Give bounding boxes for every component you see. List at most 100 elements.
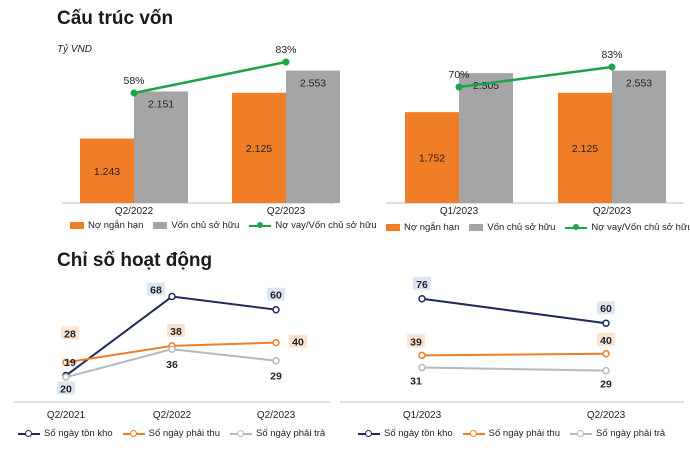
legend-item-inventory-days: Số ngày tồn kho: [358, 428, 453, 439]
legend-capital-left: Nợ ngắn hạn Vốn chủ sở hữu Nợ vay/Vốn ch…: [70, 220, 377, 231]
legend-label: Số ngày tồn kho: [384, 428, 453, 439]
bar-equity: [134, 91, 188, 203]
ratio-line: [133, 60, 287, 95]
series-point: [272, 356, 280, 365]
series-point: [602, 366, 610, 375]
data-label: 60: [600, 303, 612, 315]
data-label: 68: [150, 285, 162, 297]
data-label-bg: [289, 334, 307, 348]
ratio-point: [455, 83, 463, 91]
legend-swatch: [469, 224, 484, 231]
series-point: [418, 295, 426, 303]
data-label-bg: [267, 287, 285, 301]
category-label: Q2/2023: [267, 206, 306, 217]
data-label-bg: [407, 334, 425, 348]
category-label: Q2/2021: [47, 410, 86, 421]
legend-swatch: [386, 224, 400, 231]
bar-equity: [612, 70, 666, 203]
data-label: 20: [60, 384, 72, 396]
legend-item-payable-days: Số ngày phải trả: [229, 428, 326, 439]
ratio-line: [458, 65, 613, 89]
data-label: 29: [600, 379, 612, 391]
data-label-bg: [147, 282, 165, 296]
series-point: [272, 338, 280, 347]
legend-label: Vốn chủ sở hữu: [487, 222, 556, 233]
bar-equity: [459, 73, 513, 203]
legend-activity-left: Số ngày tồn kho Số ngày phải thu Số ngày…: [18, 428, 325, 439]
bar-label-short-debt: 2.125: [572, 143, 598, 155]
category-label: Q2/2022: [153, 410, 192, 421]
legend-label: Số ngày phải trả: [255, 428, 326, 439]
legend-item-equity: Vốn chủ sở hữu: [469, 222, 555, 233]
legend-item-inventory-days: Số ngày tồn kho: [18, 428, 113, 439]
legend-swatch: [70, 222, 84, 229]
bar-label-short-debt: 1.752: [419, 153, 445, 165]
bar-short-debt: [558, 92, 612, 203]
legend-label: Số ngày tồn kho: [44, 428, 113, 439]
data-label-bg: [597, 332, 615, 346]
bar-short-debt: [80, 138, 134, 203]
legend-label: Số ngày phải thu: [488, 428, 560, 439]
bar-label-equity: 2.151: [148, 98, 174, 110]
series-point: [62, 373, 70, 381]
legend-swatch: [229, 429, 252, 437]
data-label-bg: [597, 301, 615, 315]
legend-item-equity: Vốn chủ sở hữu: [153, 220, 239, 231]
legend-swatch: [358, 429, 380, 437]
series-point: [602, 319, 610, 327]
category-label: Q1/2023: [403, 410, 442, 421]
legend-label: Nợ ngắn hạn: [404, 222, 460, 233]
legend-item-ratio: Nợ vay/Vốn chủ sở hữu: [565, 222, 690, 233]
activity-ratios-title: Chỉ số hoạt động: [57, 250, 213, 271]
ratio-point: [608, 63, 616, 71]
bar-short-debt: [232, 92, 286, 203]
unit-label: Tỷ VND: [57, 44, 92, 55]
data-label: 76: [416, 279, 428, 291]
series-point: [418, 351, 426, 360]
legend-label: Số ngày phải thu: [148, 428, 220, 439]
category-label: Q2/2022: [115, 206, 154, 217]
legend-label: Số ngày phải trả: [595, 428, 666, 439]
data-label: 40: [600, 335, 612, 347]
legend-label: Nợ ngắn hạn: [88, 220, 144, 231]
data-label-bg: [57, 381, 75, 395]
ratio-label: 83%: [275, 44, 296, 56]
series-line-1: [421, 352, 607, 357]
legend-item-receivable-days: Số ngày phải thu: [462, 428, 560, 439]
data-label-bg: [61, 326, 79, 340]
bar-short-debt: [405, 112, 459, 203]
series-point: [168, 345, 176, 353]
data-label: 36: [166, 359, 178, 371]
data-label: 28: [64, 328, 76, 340]
bar-label-equity: 2.553: [300, 78, 326, 90]
category-label: Q1/2023: [440, 206, 479, 217]
legend-item-ratio: Nợ vay/Vốn chủ sở hữu: [249, 220, 377, 231]
series-point: [418, 363, 426, 372]
data-label-bg: [413, 276, 431, 290]
legend-swatch: [249, 221, 272, 228]
series-line-2: [421, 366, 607, 372]
series-line-0: [421, 297, 607, 325]
category-label: Q2/2023: [257, 410, 296, 421]
data-label: 40: [292, 337, 304, 349]
legend-swatch: [462, 429, 485, 437]
data-label-bg: [167, 323, 185, 337]
series-point: [602, 350, 610, 358]
ratio-label: 70%: [448, 69, 469, 81]
legend-label: Vốn chủ sở hữu: [171, 220, 240, 231]
series-point: [62, 358, 70, 367]
legend-swatch: [122, 429, 145, 437]
data-label: 38: [170, 326, 182, 338]
legend-swatch: [18, 429, 40, 437]
legend-swatch: [565, 223, 588, 230]
series-point: [272, 305, 280, 314]
legend-item-receivable-days: Số ngày phải thu: [122, 428, 220, 439]
ratio-point: [130, 89, 138, 97]
capital-structure-title: Cấu trúc vốn: [57, 8, 174, 29]
category-label: Q2/2023: [587, 410, 626, 421]
legend-item-payable-days: Số ngày phải trả: [569, 428, 666, 439]
legend-swatch: [569, 429, 592, 437]
legend-capital-right: Nợ ngắn hạn Vốn chủ sở hữu Nợ vay/Vốn ch…: [386, 222, 690, 233]
data-label: 19: [64, 357, 76, 369]
